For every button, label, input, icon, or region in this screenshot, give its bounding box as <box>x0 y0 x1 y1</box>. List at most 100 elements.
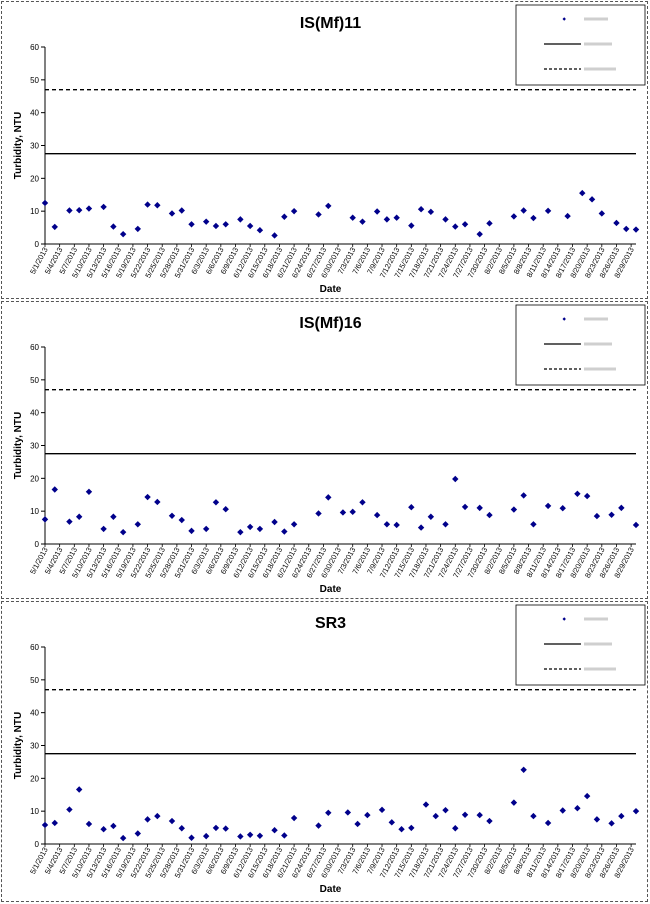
data-point <box>168 512 176 519</box>
y-tick-label: 50 <box>30 676 39 685</box>
data-point <box>110 822 117 830</box>
data-point <box>354 820 361 828</box>
data-point <box>315 211 322 218</box>
data-point <box>408 824 415 832</box>
data-point <box>325 202 332 210</box>
legend-label-illegible <box>584 617 608 621</box>
data-point <box>520 207 527 214</box>
data-point <box>349 214 356 221</box>
data-point <box>583 792 591 800</box>
data-point <box>256 227 264 234</box>
y-tick-label: 10 <box>30 507 39 516</box>
legend-label-illegible <box>584 17 608 21</box>
y-tick-label: 40 <box>30 709 39 718</box>
data-point <box>378 806 386 814</box>
chart-title: IS(Mf)16 <box>299 315 361 332</box>
data-point <box>222 221 229 228</box>
data-point <box>119 528 127 536</box>
data-point <box>290 521 298 528</box>
data-point <box>237 833 244 840</box>
data-point <box>168 817 176 825</box>
data-point <box>559 505 566 512</box>
data-point <box>222 505 229 513</box>
y-tick-label: 30 <box>30 142 39 151</box>
chart-panel-is-mf-16: IS(Mf)16 0 10 20 30 40 50 60 Turbidity, NTU 5/1/2… <box>1 301 648 599</box>
data-point <box>339 509 347 516</box>
data-point <box>188 221 195 228</box>
data-point <box>442 216 449 223</box>
y-tick-label: 60 <box>30 43 39 52</box>
data-point <box>344 809 352 816</box>
data-point <box>134 830 142 837</box>
legend-box <box>515 304 646 386</box>
data-point <box>632 226 640 233</box>
data-point <box>41 821 49 829</box>
data-point <box>559 807 566 814</box>
data-point <box>349 508 356 516</box>
data-point <box>432 812 439 820</box>
data-point <box>212 824 220 832</box>
x-axis-label: Date <box>320 584 342 595</box>
data-point <box>486 220 493 227</box>
data-point <box>452 223 459 230</box>
data-point <box>574 805 581 812</box>
y-tick-label: 20 <box>30 474 39 483</box>
data-point <box>110 513 117 520</box>
data-point <box>598 210 606 217</box>
y-tick-label: 30 <box>30 742 39 751</box>
data-point <box>427 513 435 520</box>
data-point <box>188 527 195 535</box>
y-axis-label: Turbidity, NTU <box>13 712 24 779</box>
legend-box <box>515 4 646 86</box>
data-point <box>41 516 49 523</box>
data-point <box>178 516 185 524</box>
data-point <box>281 213 288 220</box>
y-tick-label: 0 <box>35 840 40 849</box>
data-point <box>393 214 400 221</box>
data-point <box>134 521 142 528</box>
data-point <box>85 205 93 212</box>
chart-panel-is-mf-11: IS(Mf)11 0 10 20 30 40 50 60 Turbidity, NTU 5/1/2… <box>1 1 648 299</box>
y-tick-label: 50 <box>30 76 39 85</box>
data-point <box>417 524 425 531</box>
legend-label-illegible <box>584 667 616 671</box>
data-point <box>530 521 537 528</box>
data-point <box>623 225 630 233</box>
data-point <box>202 525 210 533</box>
data-point <box>408 222 415 229</box>
data-point <box>290 814 298 822</box>
data-point <box>212 499 220 506</box>
data-point <box>271 518 278 526</box>
data-point <box>583 492 591 500</box>
data-point <box>178 825 185 832</box>
data-point <box>66 518 73 525</box>
y-tick-label: 20 <box>30 174 39 183</box>
data-point <box>520 492 527 499</box>
data-point <box>271 827 278 834</box>
legend-label-illegible <box>584 342 612 346</box>
data-point <box>593 816 601 823</box>
legend-label-illegible <box>584 42 612 46</box>
chart-title: SR3 <box>315 615 346 632</box>
legend-label-illegible <box>584 317 608 321</box>
data-point <box>476 811 483 819</box>
data-point <box>544 819 552 827</box>
data-point <box>417 205 425 213</box>
y-tick-label: 40 <box>30 109 39 118</box>
data-point <box>486 817 493 825</box>
data-point <box>212 222 220 230</box>
data-point <box>188 834 195 841</box>
data-point <box>222 825 229 832</box>
data-point <box>461 503 469 511</box>
data-point <box>154 498 161 506</box>
data-point <box>476 504 483 512</box>
data-point <box>100 203 107 211</box>
data-point <box>66 806 73 813</box>
data-point <box>564 212 571 220</box>
y-tick-label: 30 <box>30 442 39 451</box>
data-point <box>579 189 586 197</box>
data-point <box>144 201 151 208</box>
data-point <box>359 218 366 225</box>
